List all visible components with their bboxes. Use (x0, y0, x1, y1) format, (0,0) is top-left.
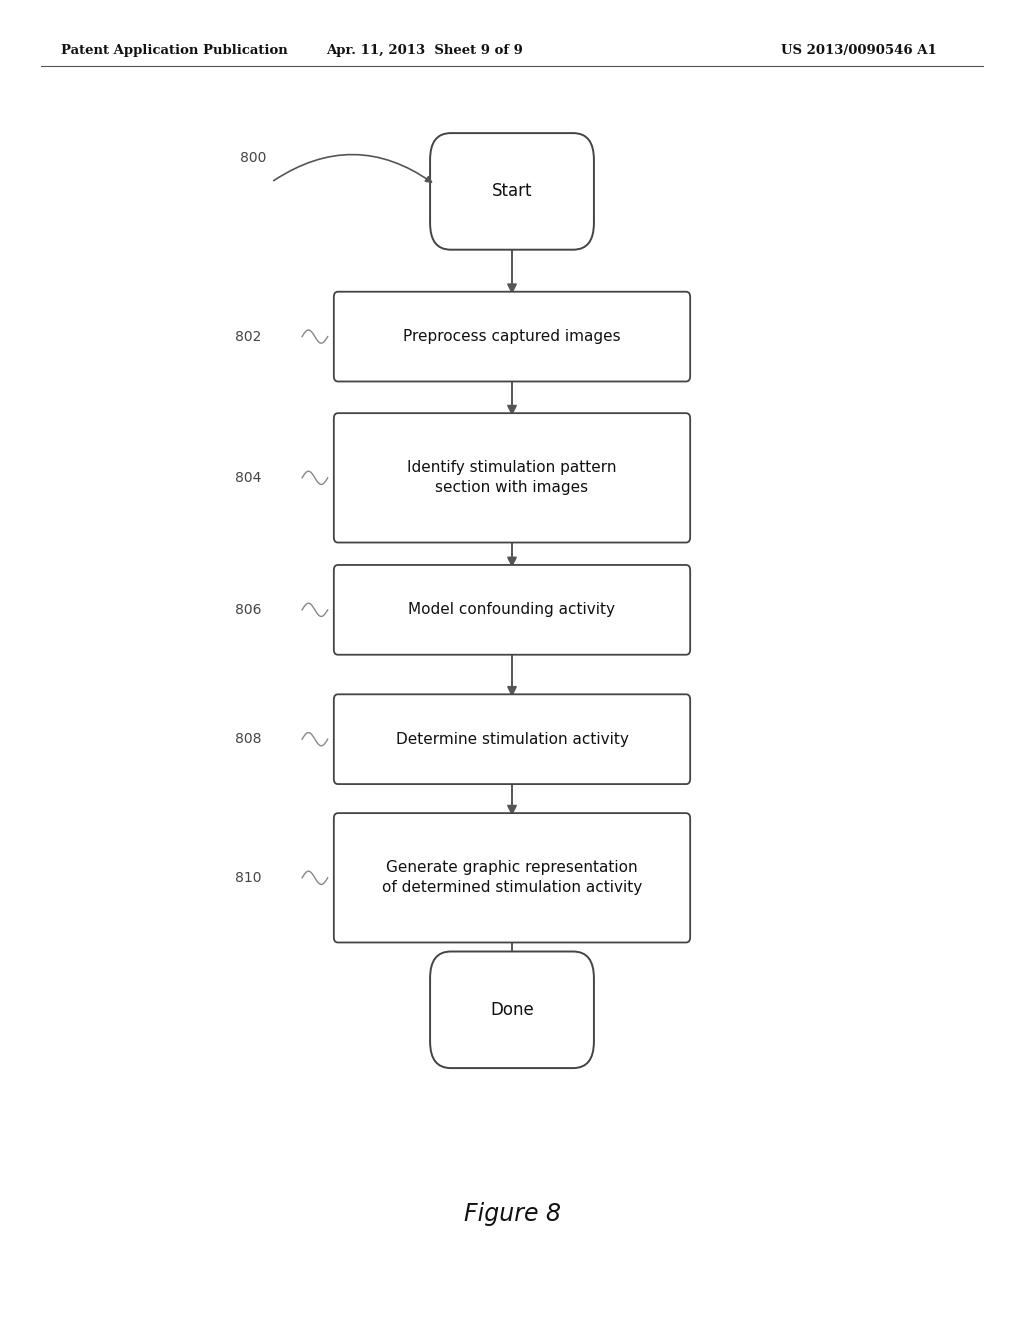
Text: Generate graphic representation
of determined stimulation activity: Generate graphic representation of deter… (382, 861, 642, 895)
FancyBboxPatch shape (334, 694, 690, 784)
Text: Done: Done (490, 1001, 534, 1019)
FancyBboxPatch shape (334, 565, 690, 655)
Text: Apr. 11, 2013  Sheet 9 of 9: Apr. 11, 2013 Sheet 9 of 9 (327, 44, 523, 57)
Text: Determine stimulation activity: Determine stimulation activity (395, 731, 629, 747)
Text: 810: 810 (234, 871, 261, 884)
Text: Figure 8: Figure 8 (464, 1203, 560, 1226)
Text: 806: 806 (234, 603, 261, 616)
Text: 800: 800 (240, 152, 266, 165)
Text: Preprocess captured images: Preprocess captured images (403, 329, 621, 345)
FancyBboxPatch shape (334, 413, 690, 543)
Text: Start: Start (492, 182, 532, 201)
Text: Model confounding activity: Model confounding activity (409, 602, 615, 618)
FancyBboxPatch shape (334, 813, 690, 942)
FancyBboxPatch shape (430, 952, 594, 1068)
Text: US 2013/0090546 A1: US 2013/0090546 A1 (781, 44, 937, 57)
Text: 804: 804 (234, 471, 261, 484)
FancyArrowPatch shape (273, 154, 431, 182)
Text: Identify stimulation pattern
section with images: Identify stimulation pattern section wit… (408, 461, 616, 495)
FancyBboxPatch shape (334, 292, 690, 381)
Text: Patent Application Publication: Patent Application Publication (61, 44, 288, 57)
FancyBboxPatch shape (430, 133, 594, 249)
Text: 802: 802 (234, 330, 261, 343)
Text: 808: 808 (234, 733, 261, 746)
